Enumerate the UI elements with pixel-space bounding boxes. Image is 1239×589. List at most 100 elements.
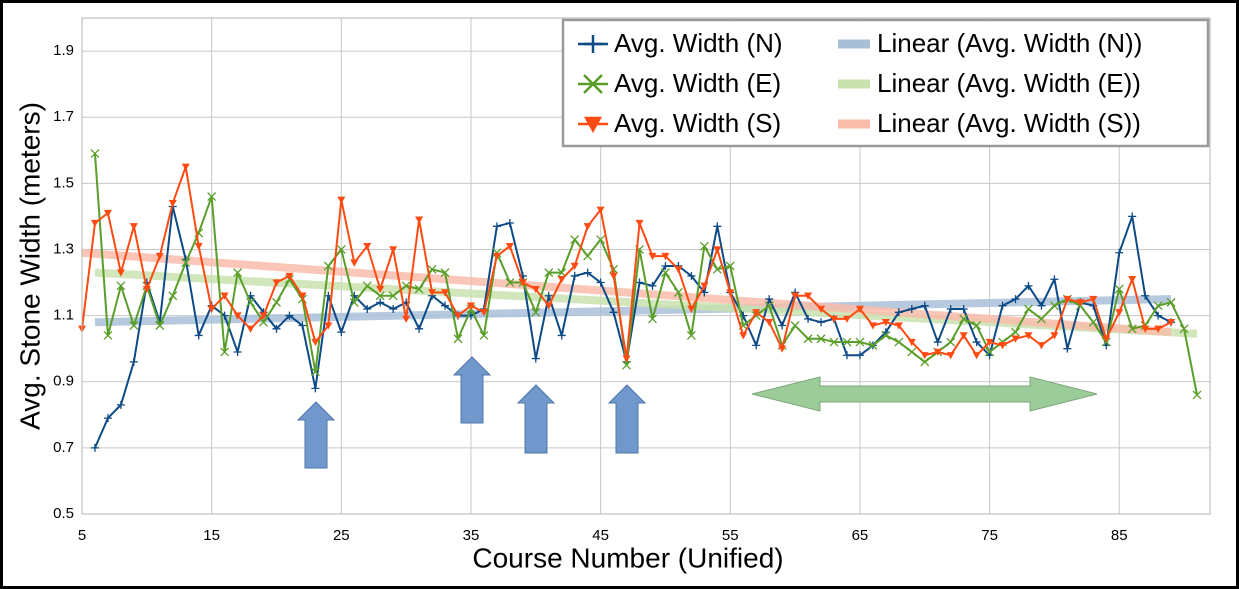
- marker: [583, 268, 592, 277]
- marker: [337, 196, 346, 204]
- marker: [1049, 301, 1059, 311]
- marker: [778, 321, 787, 330]
- marker: [531, 307, 541, 317]
- marker: [1115, 309, 1124, 317]
- marker: [842, 351, 851, 360]
- x-tick-label: 65: [852, 527, 869, 544]
- x-tick-label: 15: [203, 527, 220, 544]
- marker: [1050, 332, 1059, 340]
- marker: [233, 312, 242, 320]
- marker: [1115, 248, 1124, 257]
- marker: [894, 322, 903, 330]
- marker: [1036, 314, 1046, 324]
- marker: [933, 348, 942, 356]
- marker: [116, 400, 125, 409]
- marker: [1037, 342, 1046, 350]
- marker: [907, 304, 916, 313]
- marker: [233, 268, 243, 278]
- marker: [246, 297, 256, 307]
- marker: [90, 443, 99, 452]
- marker: [1037, 301, 1046, 310]
- marker: [116, 269, 125, 277]
- marker: [544, 291, 553, 300]
- marker: [570, 262, 579, 270]
- marker: [272, 324, 281, 333]
- marker: [1114, 284, 1124, 294]
- arrow: [296, 401, 336, 469]
- marker: [324, 322, 333, 330]
- marker: [389, 304, 398, 313]
- marker: [466, 302, 475, 310]
- marker: [194, 331, 203, 340]
- marker: [583, 74, 603, 94]
- marker: [596, 278, 605, 287]
- marker: [194, 242, 203, 251]
- marker: [609, 308, 618, 317]
- marker: [323, 261, 333, 271]
- marker: [791, 292, 800, 300]
- marker: [1024, 332, 1033, 340]
- marker: [544, 268, 554, 278]
- marker: [972, 321, 982, 330]
- marker: [584, 116, 602, 133]
- marker: [842, 315, 851, 323]
- marker: [363, 304, 372, 313]
- marker: [959, 332, 968, 340]
- marker: [557, 331, 566, 340]
- marker: [1011, 295, 1020, 304]
- y-tick-label: 1.1: [53, 307, 74, 324]
- marker: [985, 338, 994, 347]
- marker: [596, 206, 605, 214]
- marker: [713, 246, 722, 254]
- marker: [635, 219, 644, 228]
- marker: [609, 272, 618, 280]
- marker: [453, 334, 463, 344]
- marker: [1011, 335, 1020, 343]
- marker: [648, 281, 657, 290]
- marker: [998, 342, 1007, 350]
- marker: [415, 216, 424, 224]
- marker: [414, 284, 424, 294]
- marker: [479, 309, 488, 317]
- marker: [713, 222, 722, 231]
- marker: [220, 347, 230, 357]
- x-tick-label: 75: [981, 527, 998, 544]
- marker: [778, 345, 787, 353]
- marker: [129, 357, 138, 366]
- marker: [804, 292, 813, 300]
- marker: [557, 276, 566, 284]
- marker: [673, 287, 683, 297]
- marker: [142, 285, 151, 294]
- marker: [1154, 325, 1163, 333]
- plot-border: [81, 17, 1211, 515]
- marker: [584, 35, 602, 53]
- marker: [894, 337, 904, 347]
- marker: [233, 347, 242, 356]
- marker: [310, 367, 320, 377]
- marker: [570, 271, 579, 280]
- marker: [1128, 212, 1137, 221]
- marker: [868, 340, 878, 350]
- legend-box: [561, 18, 1210, 148]
- marker: [635, 278, 644, 287]
- x-tick-label: 85: [1111, 527, 1128, 544]
- y-tick-label: 1.9: [53, 42, 74, 59]
- marker: [1166, 297, 1176, 307]
- marker: [855, 351, 864, 360]
- marker: [920, 301, 929, 310]
- marker: [1024, 304, 1033, 314]
- marker: [1102, 335, 1111, 343]
- marker: [648, 252, 657, 261]
- marker: [1050, 275, 1059, 284]
- marker: [790, 321, 800, 330]
- x-tick-label: 35: [463, 527, 480, 544]
- marker: [764, 301, 774, 311]
- marker: [570, 235, 580, 245]
- marker: [855, 305, 864, 313]
- marker: [544, 302, 553, 310]
- legend-label: Avg. Width (S): [614, 108, 781, 138]
- marker: [518, 279, 527, 287]
- marker: [765, 295, 774, 304]
- marker: [1063, 295, 1072, 304]
- arrow: [607, 384, 647, 454]
